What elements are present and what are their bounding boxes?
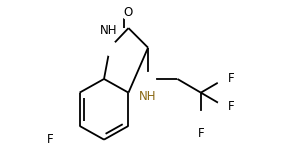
Text: NH: NH [100, 24, 118, 37]
Text: O: O [124, 6, 133, 19]
Text: F: F [47, 133, 53, 146]
Text: F: F [198, 127, 204, 140]
Text: NH: NH [139, 90, 157, 103]
Text: F: F [228, 100, 235, 113]
Text: F: F [228, 72, 235, 85]
